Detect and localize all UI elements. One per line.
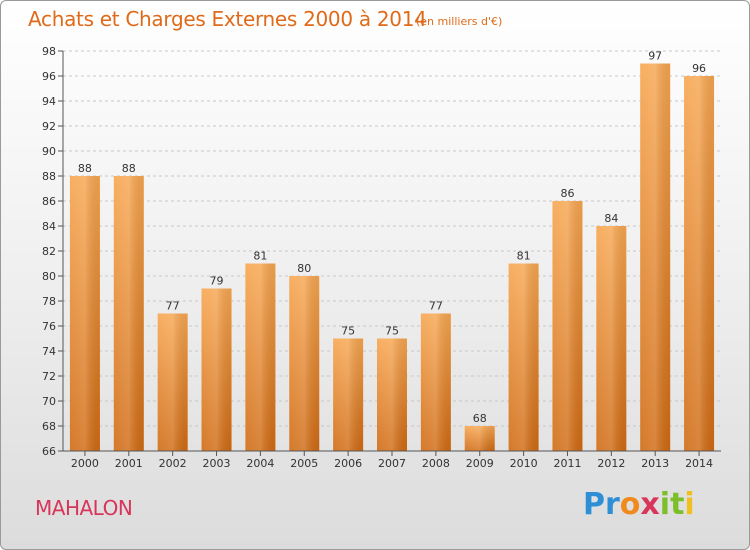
bar-shine xyxy=(464,426,495,451)
x-tick-label: 2006 xyxy=(334,457,362,470)
bar-shine xyxy=(640,63,671,451)
y-tick-label: 66 xyxy=(42,445,56,458)
proxiti-logo: Proxiti xyxy=(583,487,695,522)
bar-value-label: 86 xyxy=(560,187,574,200)
bar-value-label: 80 xyxy=(297,262,311,275)
bar-shine xyxy=(420,313,451,451)
y-tick-label: 86 xyxy=(42,195,56,208)
y-tick-label: 98 xyxy=(42,45,56,58)
logo-part-4: it xyxy=(659,487,685,522)
bar-shine xyxy=(684,76,715,451)
y-tick-label: 82 xyxy=(42,245,56,258)
x-tick-label: 2012 xyxy=(597,457,625,470)
y-tick-label: 88 xyxy=(42,170,56,183)
bar-value-label: 84 xyxy=(604,212,618,225)
chart-title: Achats et Charges Externes 2000 à 2014 xyxy=(28,7,427,31)
x-tick-label: 2004 xyxy=(246,457,274,470)
y-tick-label: 78 xyxy=(42,295,56,308)
y-tick-label: 76 xyxy=(42,320,56,333)
bar-value-label: 77 xyxy=(166,300,180,313)
bar-shine xyxy=(69,176,100,451)
logo-part-1: Pr xyxy=(583,487,620,522)
y-tick-label: 90 xyxy=(42,145,56,158)
bar-value-label: 75 xyxy=(341,325,355,338)
bar-shine xyxy=(508,263,539,451)
bar-value-label: 79 xyxy=(210,275,224,288)
bar-value-label: 81 xyxy=(253,250,267,263)
bar-shine xyxy=(157,313,188,451)
bar-value-label: 97 xyxy=(648,50,662,63)
place-name: MAHALON xyxy=(35,496,133,520)
logo-part-2: o xyxy=(619,487,641,522)
bar-shine xyxy=(245,263,276,451)
bar-shine xyxy=(201,288,232,451)
chart-subtitle: (en milliers d'€) xyxy=(416,15,503,28)
y-tick-label: 72 xyxy=(42,370,56,383)
bar-shine xyxy=(552,201,583,451)
bar-value-label: 96 xyxy=(692,62,706,75)
logo-part-3: x xyxy=(640,487,660,522)
y-tick-label: 74 xyxy=(42,345,56,358)
bar-shine xyxy=(289,276,320,451)
x-tick-label: 2007 xyxy=(378,457,406,470)
bar-shine xyxy=(596,226,627,451)
x-tick-label: 2011 xyxy=(553,457,581,470)
x-tick-label: 2000 xyxy=(71,457,99,470)
x-tick-label: 2003 xyxy=(203,457,231,470)
x-tick-label: 2008 xyxy=(422,457,450,470)
x-tick-label: 2002 xyxy=(159,457,187,470)
logo-part-5: i xyxy=(684,487,695,522)
bar-value-label: 75 xyxy=(385,325,399,338)
x-tick-label: 2013 xyxy=(641,457,669,470)
axes: 66 68 70 72 74 76 78 80 82 84 86 88 90 92 94 96 98 2000 20… xyxy=(42,45,721,470)
x-tick-label: 2009 xyxy=(466,457,494,470)
y-tick-label: 92 xyxy=(42,120,56,133)
y-tick-label: 70 xyxy=(42,395,56,408)
bar-value-label: 88 xyxy=(122,162,136,175)
y-tick-label: 94 xyxy=(42,95,56,108)
x-tick-label: 2005 xyxy=(290,457,318,470)
y-tick-label: 96 xyxy=(42,70,56,83)
bars: 88 88 77 79 81 80 75 75 77 68 81 86 84 97 96 xyxy=(69,50,715,451)
y-tick-label: 80 xyxy=(42,270,56,283)
bar-value-label: 77 xyxy=(429,300,443,313)
bar-value-label: 81 xyxy=(517,250,531,263)
x-tick-label: 2014 xyxy=(685,457,713,470)
bar-value-label: 88 xyxy=(78,162,92,175)
bar-shine xyxy=(377,338,407,451)
x-tick-label: 2010 xyxy=(510,457,538,470)
bar-shine xyxy=(333,338,364,451)
x-tick-label: 2001 xyxy=(115,457,143,470)
y-tick-label: 84 xyxy=(42,220,56,233)
y-tick-label: 68 xyxy=(42,420,56,433)
bar-shine xyxy=(113,176,144,451)
bar-value-label: 68 xyxy=(473,412,487,425)
